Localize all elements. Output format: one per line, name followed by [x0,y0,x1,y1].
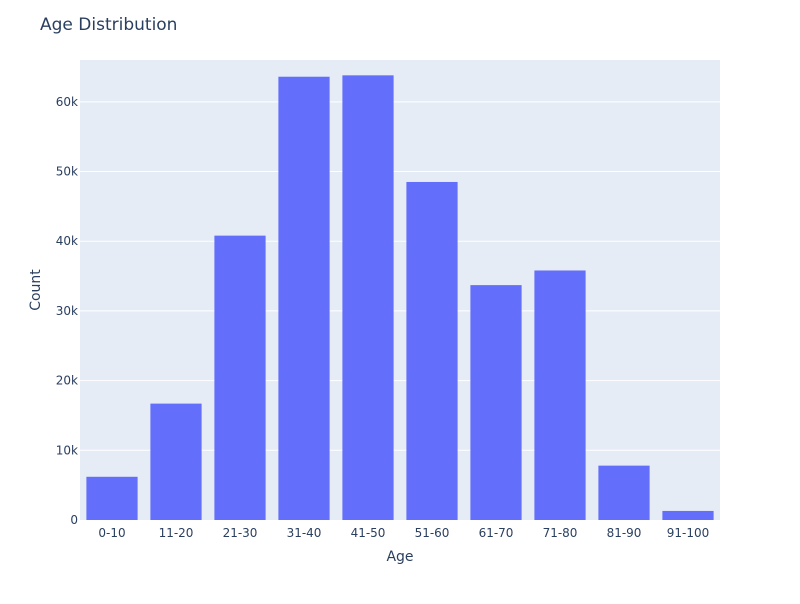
bar-61-70[interactable] [470,285,522,520]
bar-0-10[interactable] [86,476,138,520]
y-tick-label: 50k [56,165,78,179]
y-tick-label: 40k [56,234,78,248]
chart-title: Age Distribution [40,15,177,35]
bar-81-90[interactable] [598,465,650,520]
x-tick-label: 41-50 [351,526,386,540]
x-tick-label: 21-30 [223,526,258,540]
x-tick-label: 0-10 [98,526,125,540]
x-axis-label: Age [386,549,413,565]
x-tick-label: 91-100 [667,526,710,540]
bar-11-20[interactable] [150,403,202,520]
y-tick-label: 20k [56,374,78,388]
x-tick-label: 51-60 [415,526,450,540]
bar-91-100[interactable] [662,510,714,520]
x-tick-label: 61-70 [479,526,514,540]
x-tick-label: 11-20 [159,526,194,540]
bar-41-50[interactable] [342,75,394,520]
y-tick-label: 0 [70,513,78,527]
y-tick-label: 10k [56,443,78,457]
x-tick-label: 31-40 [287,526,322,540]
x-tick-label: 81-90 [607,526,642,540]
x-tick-label: 71-80 [543,526,578,540]
bar-51-60[interactable] [406,181,458,520]
bar-31-40[interactable] [278,76,330,521]
y-tick-label: 60k [56,95,78,109]
bar-71-80[interactable] [534,270,586,520]
y-axis-ticks: 0 10k 20k 30k 40k 50k 60k [56,95,78,527]
y-tick-label: 30k [56,304,78,318]
bars [86,75,714,521]
x-axis-ticks: 0-10 11-20 21-30 31-40 41-50 51-60 61-70 71-80 8… [98,526,709,540]
bar-21-30[interactable] [214,235,266,521]
y-axis-label: Count [28,269,44,311]
